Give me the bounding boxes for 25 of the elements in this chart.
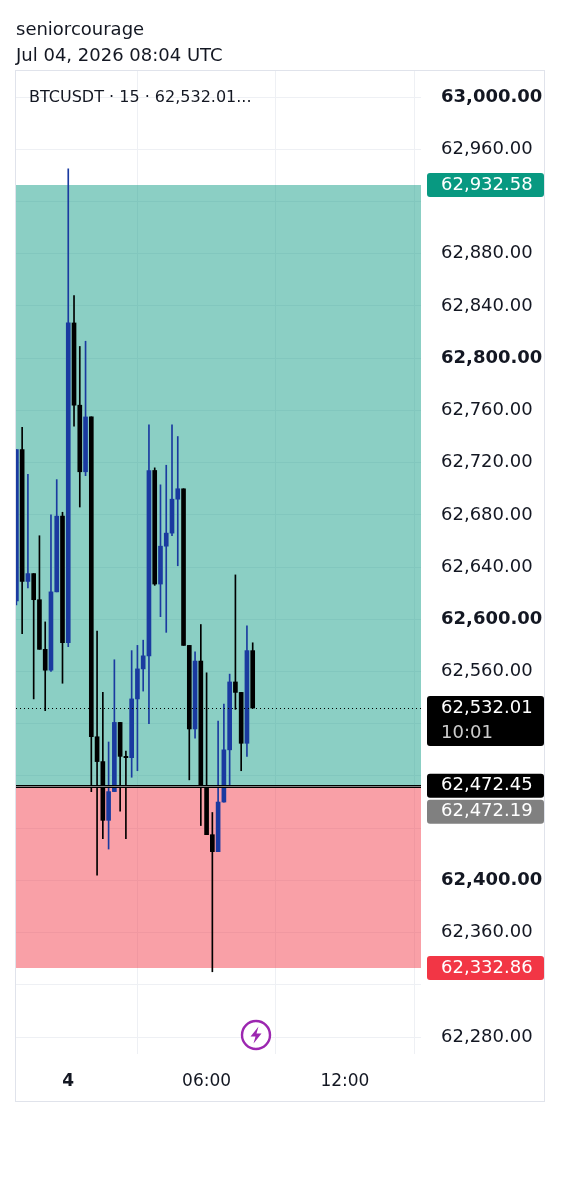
band-label: 62,332.86 [441,955,533,977]
y-tick-label: 62,960.00 [441,137,533,158]
y-tick-label: 62,280.00 [441,1024,533,1046]
ref-line-label: 62,472.45 [441,773,533,795]
x-tick-label: 12:00 [320,1069,370,1090]
annotation: BTCUSDT · 15 · 62,532.01... [29,86,252,108]
y-tick-label: 62,720.00 [441,450,533,472]
y-tick-label: 62,760.00 [441,398,533,420]
y-tick-label: 62,640.00 [441,554,533,576]
y-tick-label: 62,400.00 [441,868,543,890]
chart-subtitle: Jul 04, 2026 08:04 UTC [16,43,223,67]
y-tick-label: 62,880.00 [441,241,533,263]
y-tick-label: 62,800.00 [441,345,543,367]
ref-line-label: 62,472.19 [441,799,533,821]
y-tick-label: 63,000.00 [441,84,543,106]
band-label: 62,932.58 [441,172,533,194]
y-tick-label: 62,560.00 [441,659,533,681]
y-tick-label: 62,840.00 [441,293,533,315]
y-tick-label: 62,360.00 [441,920,533,942]
x-tick-label: 06:00 [182,1069,232,1090]
chart-title: seniorcourage [16,17,145,41]
x-tick-label: 4 [62,1069,75,1090]
y-tick-label: 62,600.00 [441,606,543,628]
ref-line-label: 62,532.01 10:01 [441,695,533,742]
y-tick-label: 62,680.00 [441,502,533,524]
